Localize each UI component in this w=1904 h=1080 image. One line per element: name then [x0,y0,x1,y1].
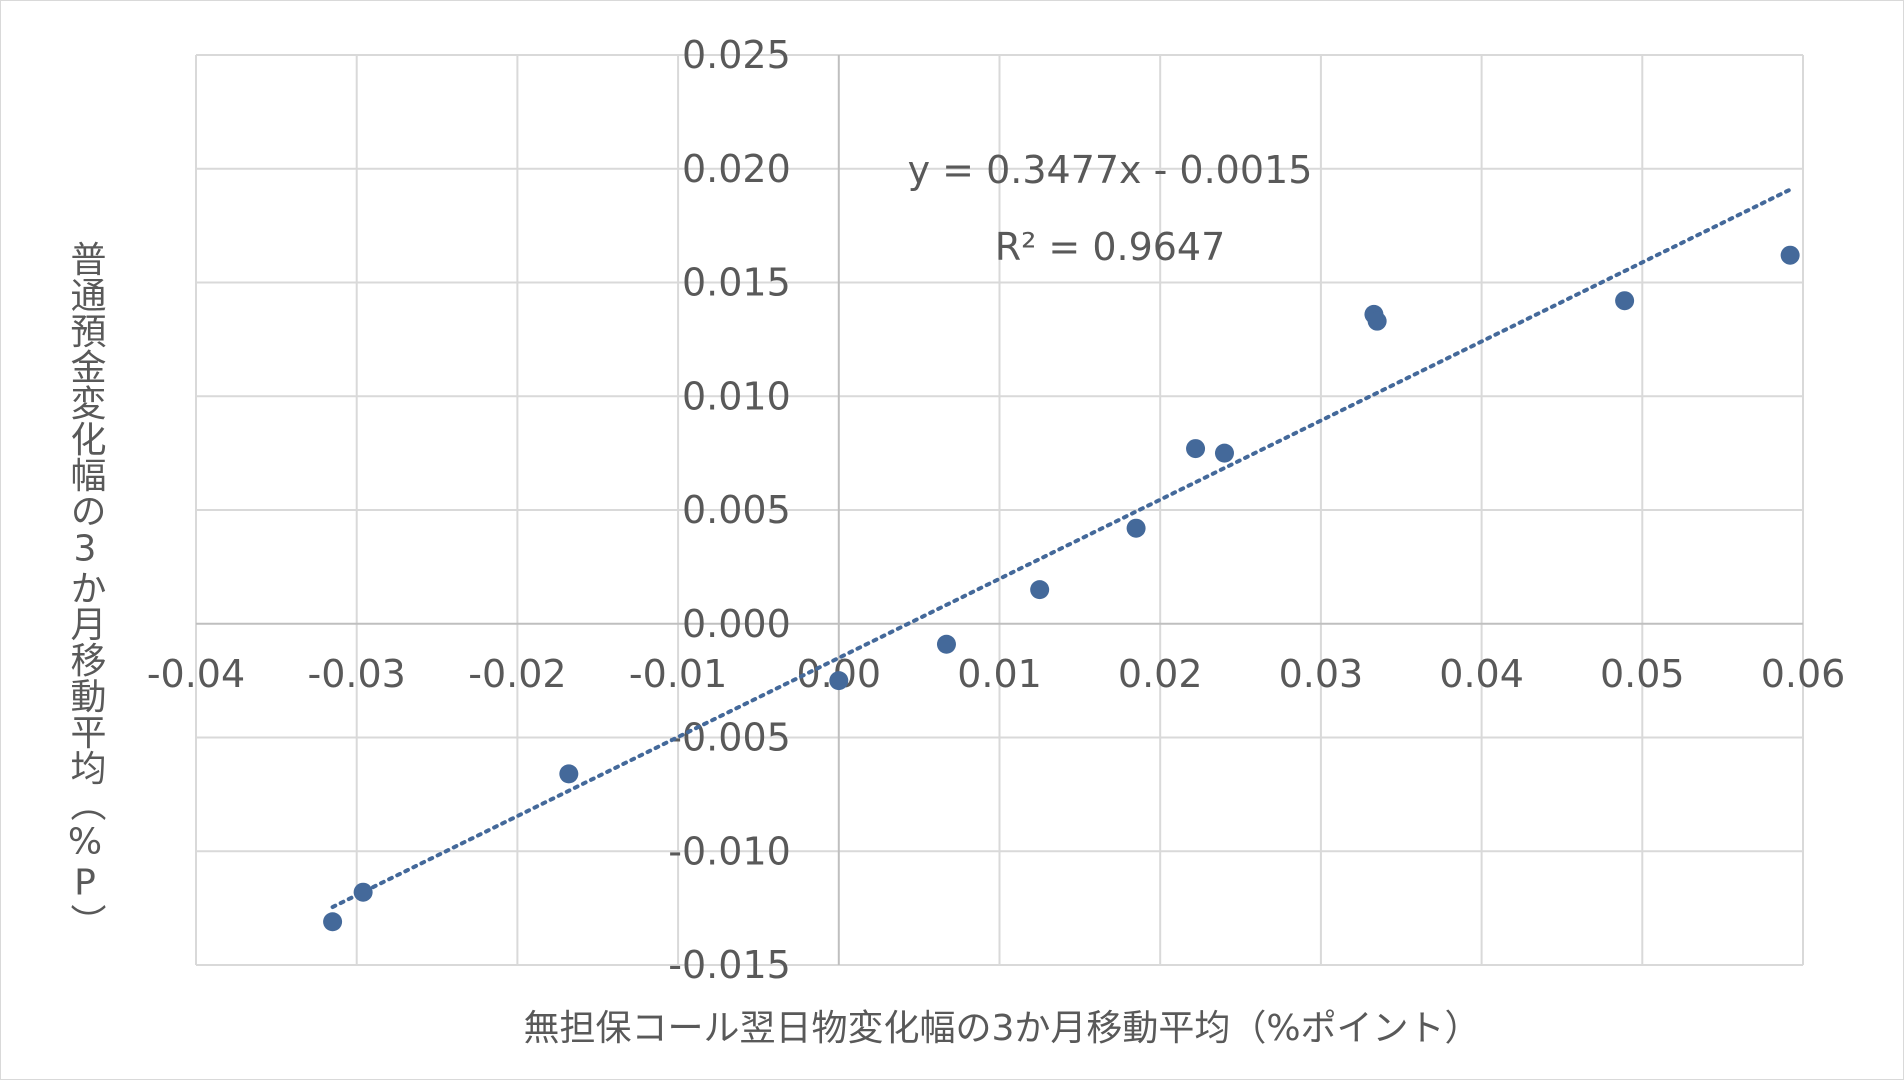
y-tick-label: 0.015 [682,261,791,305]
x-tick-label: 0.01 [957,652,1042,696]
y-tick-label: 0.025 [682,33,791,77]
x-tick-label: 0.02 [1118,652,1203,696]
data-point [1367,311,1387,331]
y-tick-label: 0.005 [682,488,791,532]
data-point [1030,580,1050,600]
x-tick-label: 0.06 [1761,652,1846,696]
data-point [323,912,343,932]
data-point [353,882,373,902]
x-tick-label: 0.05 [1600,652,1685,696]
trendline [330,187,1793,910]
x-tick-label: -0.03 [308,652,406,696]
x-tick-label: -0.02 [468,652,566,696]
data-point [829,671,849,691]
data-point [559,764,579,784]
y-tick-label: 0.010 [682,374,791,418]
data-point [1214,443,1234,463]
x-tick-label: 0.04 [1439,652,1524,696]
gridlines [195,54,1804,966]
axes [196,55,1803,965]
data-point [1186,439,1206,459]
data-points [323,245,1800,932]
trendline-r2: R² = 0.9647 [995,225,1226,269]
y-tick-label: -0.015 [668,943,791,987]
x-tick-label: 0.03 [1279,652,1364,696]
y-axis-label: 普通預金変化幅の3か月移動平均（%P） [65,240,107,939]
data-point [1126,518,1146,538]
x-tick-label: -0.01 [629,652,727,696]
data-point [1780,245,1800,265]
x-tick-label: -0.04 [147,652,245,696]
data-point [936,634,956,654]
y-tick-label: 0.000 [682,602,791,646]
trendline-equation: y = 0.3477x - 0.0015 [908,148,1313,192]
x-axis-label: 無担保コール翌日物変化幅の3か月移動平均（%ポイント） [523,1008,1480,1049]
data-point [1615,291,1635,311]
y-tick-label: -0.005 [668,716,791,760]
trendline-group [330,187,1793,910]
y-tick-label: -0.010 [668,829,791,873]
y-tick-label: 0.020 [682,147,791,191]
